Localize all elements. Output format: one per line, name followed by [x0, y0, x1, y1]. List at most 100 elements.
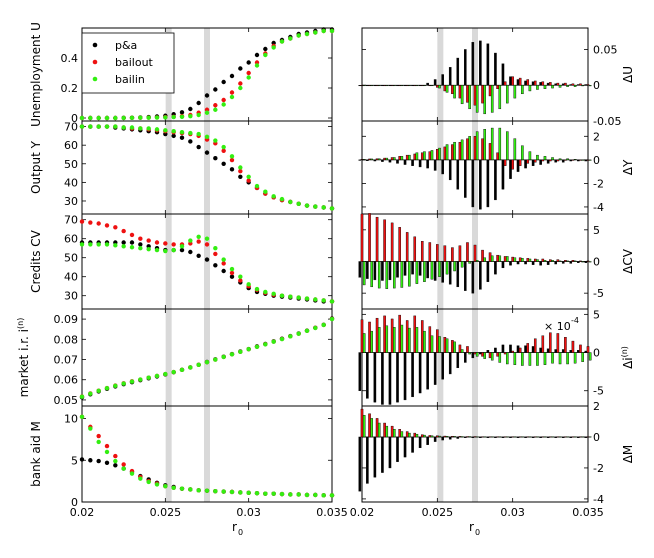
point-bailout: [129, 232, 135, 238]
bar-pa: [501, 344, 505, 353]
bar-bailout: [556, 436, 560, 438]
x-tick-label: 0.02: [70, 506, 95, 519]
point-bailout: [221, 261, 226, 266]
bar-pa: [509, 76, 512, 86]
bar-bailout: [496, 85, 499, 90]
bar-bailout: [518, 159, 522, 166]
y-tick-label: 40: [64, 271, 78, 284]
bar-bailout: [443, 245, 447, 262]
panel-left-3: 0.05 0.06 0.07 0.08 0.09 market i.r. i(n): [16, 308, 335, 407]
bar-bailin: [460, 436, 464, 438]
bar-bailout: [405, 232, 409, 262]
bar-pa: [494, 347, 497, 353]
bar-bailin: [513, 257, 517, 262]
bar-pa: [471, 42, 475, 86]
legend-marker-bailin: [92, 76, 98, 82]
scale-note-exp: -4: [571, 316, 579, 325]
bar-pa: [433, 159, 437, 171]
y-tick-label: 0.06: [54, 374, 79, 387]
point-bailin: [321, 493, 326, 498]
bar-bailout: [488, 252, 492, 262]
bar-pa: [396, 159, 399, 164]
bar-bailin: [385, 325, 389, 353]
bar-bailout: [481, 138, 484, 161]
y-axis-label: ΔM: [621, 445, 635, 464]
point-bailin: [313, 297, 318, 302]
x-axis-label-left: r 0: [232, 520, 243, 537]
bar-pa: [486, 43, 490, 86]
bar-bailout: [390, 222, 394, 262]
bar-bailin: [581, 85, 584, 87]
bar-bailout: [564, 159, 567, 161]
point-bailout: [96, 221, 101, 226]
bar-bailout: [473, 244, 477, 262]
highlight-band: [437, 309, 444, 406]
bar-bailout: [413, 432, 417, 438]
bar-pa: [569, 350, 573, 353]
bar-bailout: [488, 143, 492, 161]
legend-marker-pa: [92, 42, 98, 48]
point-bailin: [288, 294, 293, 299]
point-pa: [221, 161, 226, 166]
bar-bailin: [536, 85, 539, 90]
point-bailin: [146, 246, 151, 252]
legend-label-bailout: bailout: [115, 56, 154, 69]
point-bailin: [238, 274, 243, 279]
bar-bailin: [581, 436, 584, 438]
y-tick-label: 60: [64, 139, 78, 152]
point-bailin: [179, 367, 185, 373]
point-bailin: [271, 491, 276, 496]
bar-bailout: [473, 436, 477, 438]
bar-bailin: [370, 330, 373, 353]
bar-bailout: [541, 335, 545, 353]
scale-note-main: × 10: [544, 320, 571, 333]
bar-bailout: [586, 260, 590, 262]
bar-bailin: [506, 352, 509, 365]
x-tick-label: 0.035: [316, 506, 348, 519]
point-bailin: [104, 386, 110, 391]
point-bailin: [79, 414, 85, 420]
bar-pa: [388, 352, 392, 405]
bar-pa: [388, 85, 392, 87]
bar-bailout: [360, 408, 364, 438]
point-bailin: [238, 165, 243, 170]
point-bailin: [154, 482, 160, 487]
bar-bailin: [573, 85, 577, 87]
bar-pa: [381, 352, 384, 405]
bar-bailout: [390, 157, 394, 161]
point-bailin: [179, 114, 185, 120]
bar-pa: [441, 261, 444, 283]
bar-bailin: [460, 261, 464, 268]
point-bailout: [146, 238, 151, 243]
panel-right-2: -5 0 5 ΔCV: [358, 213, 635, 310]
bar-bailout: [496, 254, 499, 262]
bar-pa: [531, 346, 535, 353]
y-tick-label: 5: [71, 454, 78, 467]
point-bailin: [196, 131, 201, 137]
bar-bailout: [503, 436, 507, 438]
point-pa: [121, 240, 126, 245]
bar-pa: [441, 159, 444, 175]
point-bailin: [121, 115, 126, 121]
bar-bailout: [549, 82, 552, 86]
legend-label-pa: p&a: [115, 39, 137, 52]
bar-pa: [554, 83, 557, 86]
point-bailin: [213, 357, 218, 362]
point-bailin: [104, 242, 110, 247]
bar-pa: [569, 261, 573, 264]
point-pa: [204, 257, 210, 262]
bar-pa: [494, 159, 497, 201]
point-bailin: [213, 138, 218, 143]
bar-pa: [366, 85, 369, 87]
point-bailin: [96, 242, 101, 247]
highlight-band: [204, 406, 210, 502]
bar-pa: [464, 261, 467, 291]
bar-pa: [418, 352, 422, 394]
x-tick-label: 0.035: [572, 506, 604, 519]
bar-bailout: [360, 213, 364, 262]
bar-bailout: [586, 84, 590, 86]
bar-pa: [494, 436, 497, 438]
bar-bailout: [511, 436, 514, 438]
point-bailin: [329, 299, 335, 304]
bar-pa: [441, 436, 444, 441]
